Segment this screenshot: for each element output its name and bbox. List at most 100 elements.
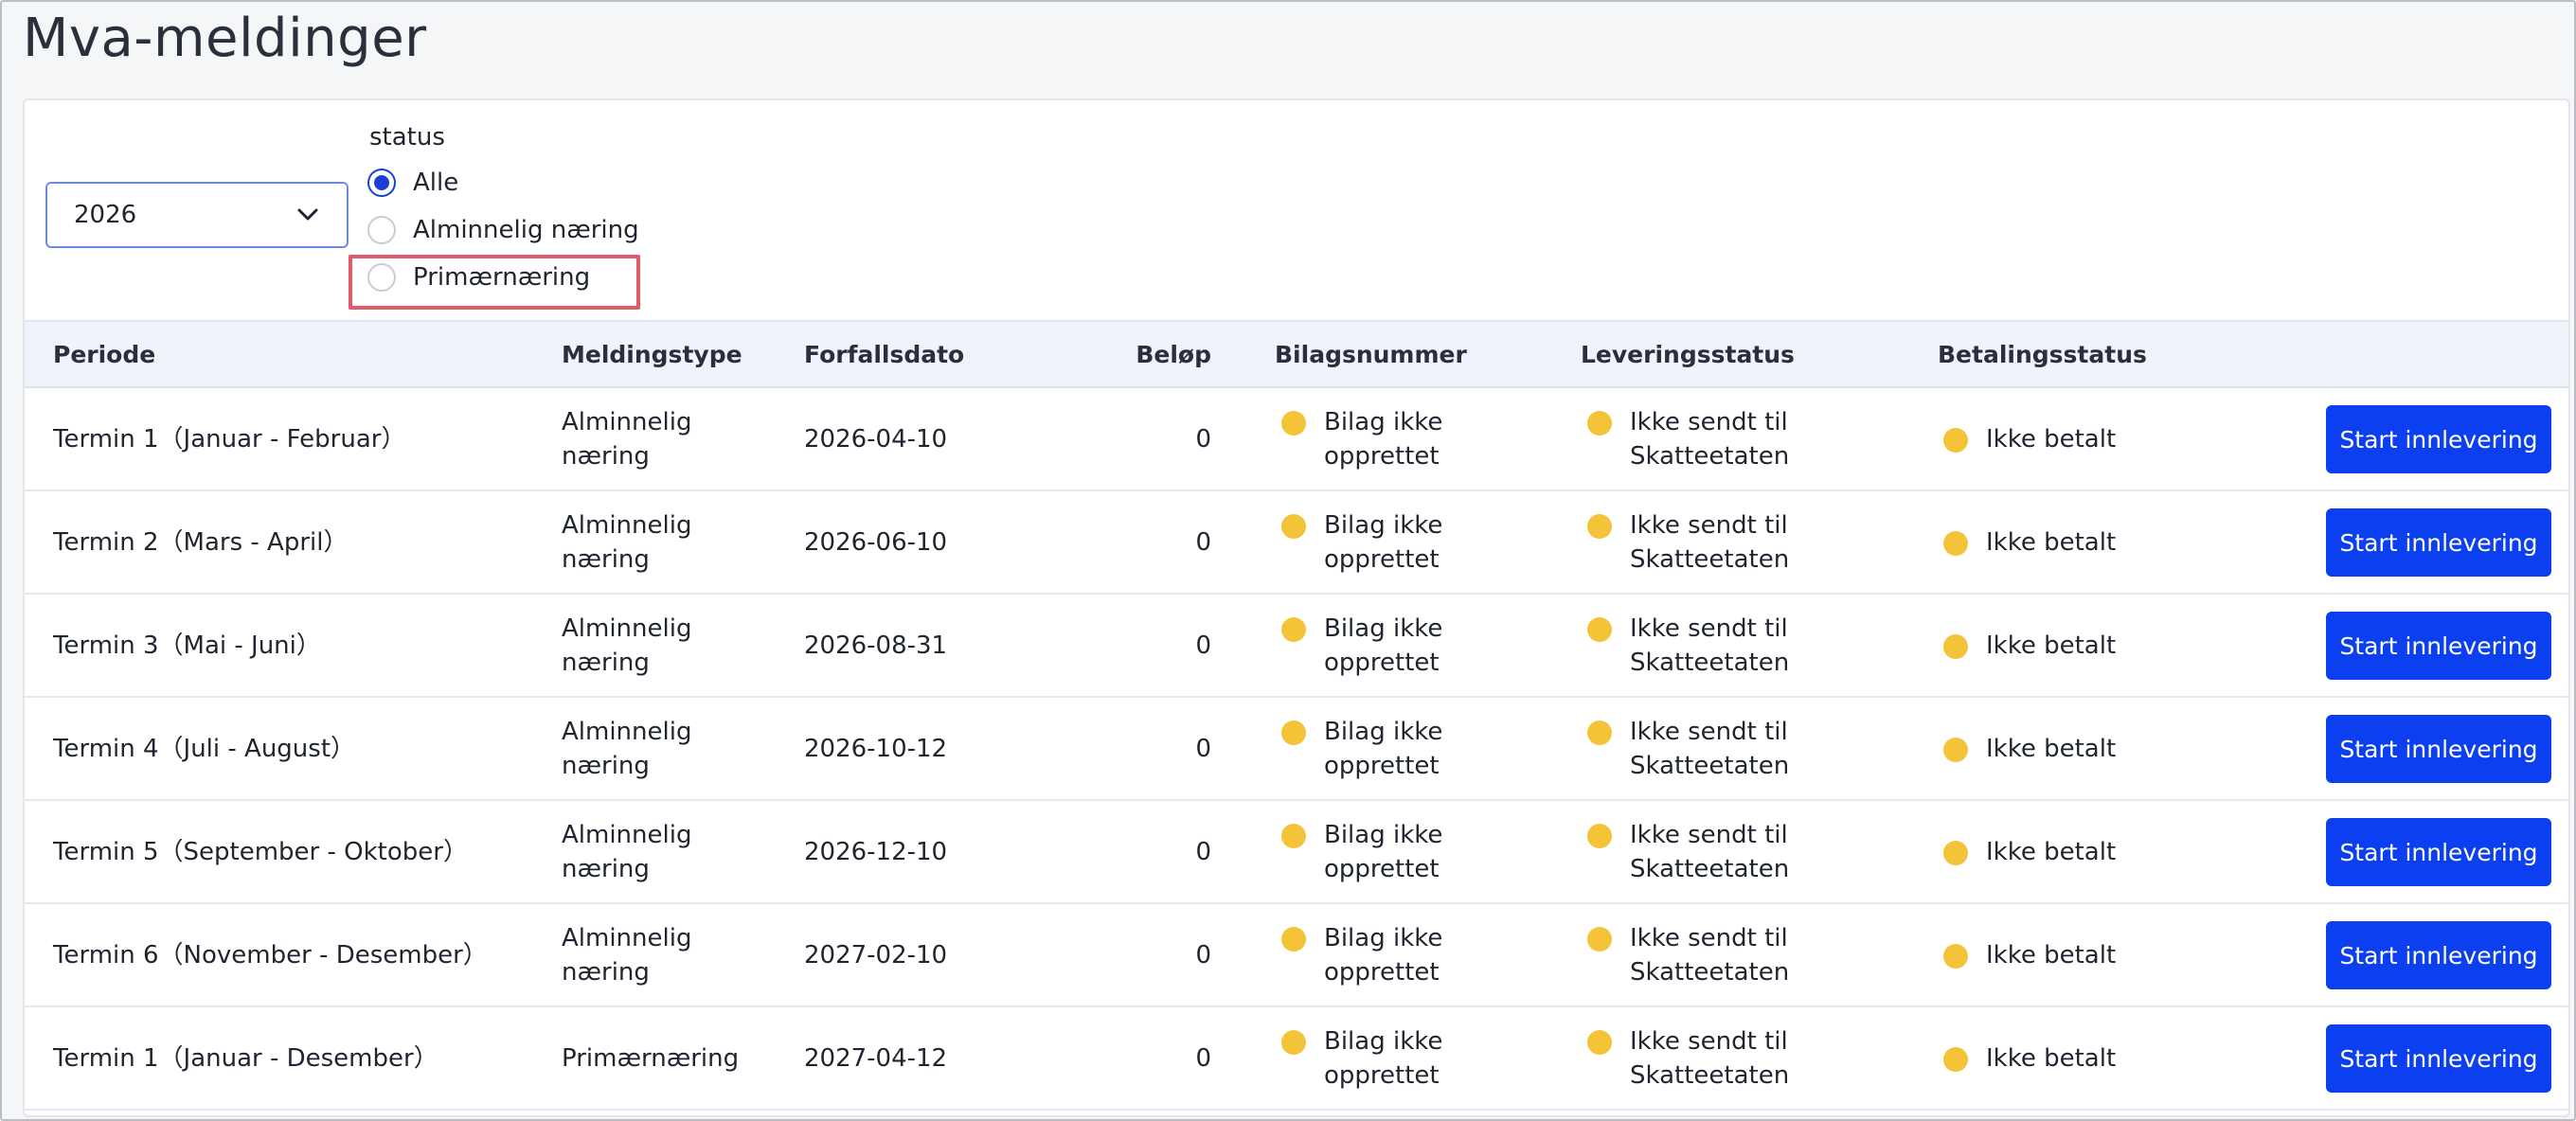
table-row: Termin 5（September - Oktober） Alminnelig n… (25, 801, 2568, 904)
radio-label: Alminnelig næring (413, 216, 639, 244)
start-innlevering-button[interactable]: Start innlevering (2326, 405, 2551, 473)
start-innlevering-button[interactable]: Start innlevering (2326, 818, 2551, 886)
cell-meldingstype: Alminnelig næring (562, 405, 691, 473)
cell-meldingstype: Alminnelig næring (562, 921, 691, 989)
cell-bilag-line2: opprettet (1324, 1061, 1440, 1090)
status-dot-icon (1587, 411, 1612, 436)
cell-bilag-line2: opprettet (1324, 855, 1440, 883)
cell-bilagsnummer: Bilag ikke opprettet (1324, 921, 1442, 989)
cell-periode: Termin 1（Januar - Februar） (53, 425, 406, 454)
cell-bilagsnummer: Bilag ikke opprettet (1324, 715, 1442, 783)
radio-label: Primærnæring (413, 263, 591, 292)
cell-leveringsstatus: Ikke sendt til Skatteetaten (1630, 818, 1789, 886)
cell-meldingstype-line1: Alminnelig (562, 511, 692, 540)
table-row: Termin 6（November - Desember） Alminnelig n… (25, 904, 2568, 1007)
status-dot-icon (1943, 428, 1968, 453)
cell-lev-line2: Skatteetaten (1630, 958, 1790, 987)
cell-belop: 0 (1195, 1044, 1211, 1073)
status-dot-icon (1281, 514, 1306, 539)
page-title: Mva-meldinger (23, 8, 427, 69)
cell-bilag-line1: Bilag ikke (1324, 614, 1443, 643)
status-dot-icon (1281, 824, 1306, 848)
status-dot-icon (1281, 721, 1306, 745)
status-dot-icon (1943, 1047, 1968, 1072)
cell-meldingstype: Alminnelig næring (562, 508, 691, 577)
cell-meldingstype: Alminnelig næring (562, 715, 691, 783)
cell-forfallsdato: 2026-12-10 (804, 838, 948, 866)
status-dot-icon (1943, 531, 1968, 556)
cell-meldingstype-line2: næring (562, 649, 650, 677)
radio-button[interactable] (367, 263, 396, 292)
cell-lev-line1: Ikke sendt til (1630, 614, 1788, 643)
table-header: Periode Meldingstype Forfallsdato Beløp … (25, 320, 2568, 388)
cell-lev-line1: Ikke sendt til (1630, 821, 1788, 849)
radio-label: Alle (413, 169, 459, 197)
cell-bilagsnummer: Bilag ikke opprettet (1324, 612, 1442, 680)
start-innlevering-button[interactable]: Start innlevering (2326, 508, 2551, 577)
radio-option-alminnelig-naering[interactable]: Alminnelig næring (367, 216, 639, 244)
cell-bilag-line1: Bilag ikke (1324, 408, 1443, 436)
cell-lev-line2: Skatteetaten (1630, 442, 1790, 471)
cell-bilag-line2: opprettet (1324, 752, 1440, 780)
status-dot-icon (1587, 1030, 1612, 1055)
cell-meldingstype-line2: næring (562, 752, 650, 780)
cell-forfallsdato: 2026-10-12 (804, 735, 948, 763)
table-row: Termin 3（Mai - Juni） Alminnelig næring 2026… (25, 595, 2568, 698)
cell-meldingstype: Alminnelig næring (562, 818, 691, 886)
status-dot-icon (1943, 841, 1968, 865)
cell-belop: 0 (1195, 735, 1211, 763)
column-header-belop: Beløp (1136, 341, 1211, 368)
year-select[interactable]: 2026 (45, 182, 349, 248)
status-dot-icon (1943, 634, 1968, 659)
cell-betalingsstatus: Ikke betalt (1986, 528, 2117, 557)
cell-belop: 0 (1195, 838, 1211, 866)
cell-forfallsdato: 2026-04-10 (804, 425, 948, 454)
cell-meldingstype-line1: Alminnelig (562, 924, 692, 952)
column-header-forfallsdato: Forfallsdato (804, 341, 965, 368)
cell-meldingstype-line2: næring (562, 442, 650, 471)
cell-belop: 0 (1195, 528, 1211, 557)
cell-lev-line1: Ikke sendt til (1630, 511, 1788, 540)
cell-bilagsnummer: Bilag ikke opprettet (1324, 818, 1442, 886)
cell-belop: 0 (1195, 632, 1211, 660)
content-card: 2026 status Alle Alminnelig næring Primæ… (23, 98, 2570, 1117)
status-dot-icon (1281, 1030, 1306, 1055)
cell-leveringsstatus: Ikke sendt til Skatteetaten (1630, 612, 1789, 680)
cell-lev-line2: Skatteetaten (1630, 752, 1790, 780)
radio-button-checked[interactable] (367, 169, 396, 197)
cell-forfallsdato: 2027-04-12 (804, 1044, 948, 1073)
cell-bilag-line2: opprettet (1324, 442, 1440, 471)
cell-betalingsstatus: Ikke betalt (1986, 425, 2117, 454)
radio-option-alle[interactable]: Alle (367, 169, 458, 197)
status-dot-icon (1943, 738, 1968, 762)
cell-meldingstype: Primærnæring (562, 1044, 740, 1073)
status-dot-icon (1587, 721, 1612, 745)
cell-bilag-line1: Bilag ikke (1324, 511, 1443, 540)
status-dot-icon (1281, 927, 1306, 952)
radio-button[interactable] (367, 216, 396, 244)
cell-periode: Termin 3（Mai - Juni） (53, 632, 321, 660)
status-dot-icon (1281, 411, 1306, 436)
table-row: Termin 1（Januar - Februar） Alminnelig næri… (25, 388, 2568, 491)
cell-bilagsnummer: Bilag ikke opprettet (1324, 405, 1442, 473)
start-innlevering-button[interactable]: Start innlevering (2326, 921, 2551, 989)
cell-bilag-line1: Bilag ikke (1324, 718, 1443, 746)
cell-meldingstype-line2: næring (562, 545, 650, 574)
start-innlevering-button[interactable]: Start innlevering (2326, 715, 2551, 783)
table-row: Termin 1（Januar - Desember） Primærnæring 2… (25, 1007, 2568, 1111)
status-dot-icon (1587, 824, 1612, 848)
cell-lev-line1: Ikke sendt til (1630, 718, 1788, 746)
start-innlevering-button[interactable]: Start innlevering (2326, 612, 2551, 680)
cell-lev-line1: Ikke sendt til (1630, 408, 1788, 436)
cell-betalingsstatus: Ikke betalt (1986, 632, 2117, 660)
status-dot-icon (1587, 927, 1612, 952)
radio-option-primaernaering[interactable]: Primærnæring (367, 263, 590, 292)
status-dot-icon (1587, 514, 1612, 539)
cell-meldingstype-line1: Alminnelig (562, 408, 692, 436)
cell-leveringsstatus: Ikke sendt til Skatteetaten (1630, 1024, 1789, 1093)
start-innlevering-button[interactable]: Start innlevering (2326, 1024, 2551, 1093)
column-header-bilagsnummer: Bilagsnummer (1275, 341, 1467, 368)
cell-lev-line1: Ikke sendt til (1630, 924, 1788, 952)
cell-leveringsstatus: Ikke sendt til Skatteetaten (1630, 508, 1789, 577)
